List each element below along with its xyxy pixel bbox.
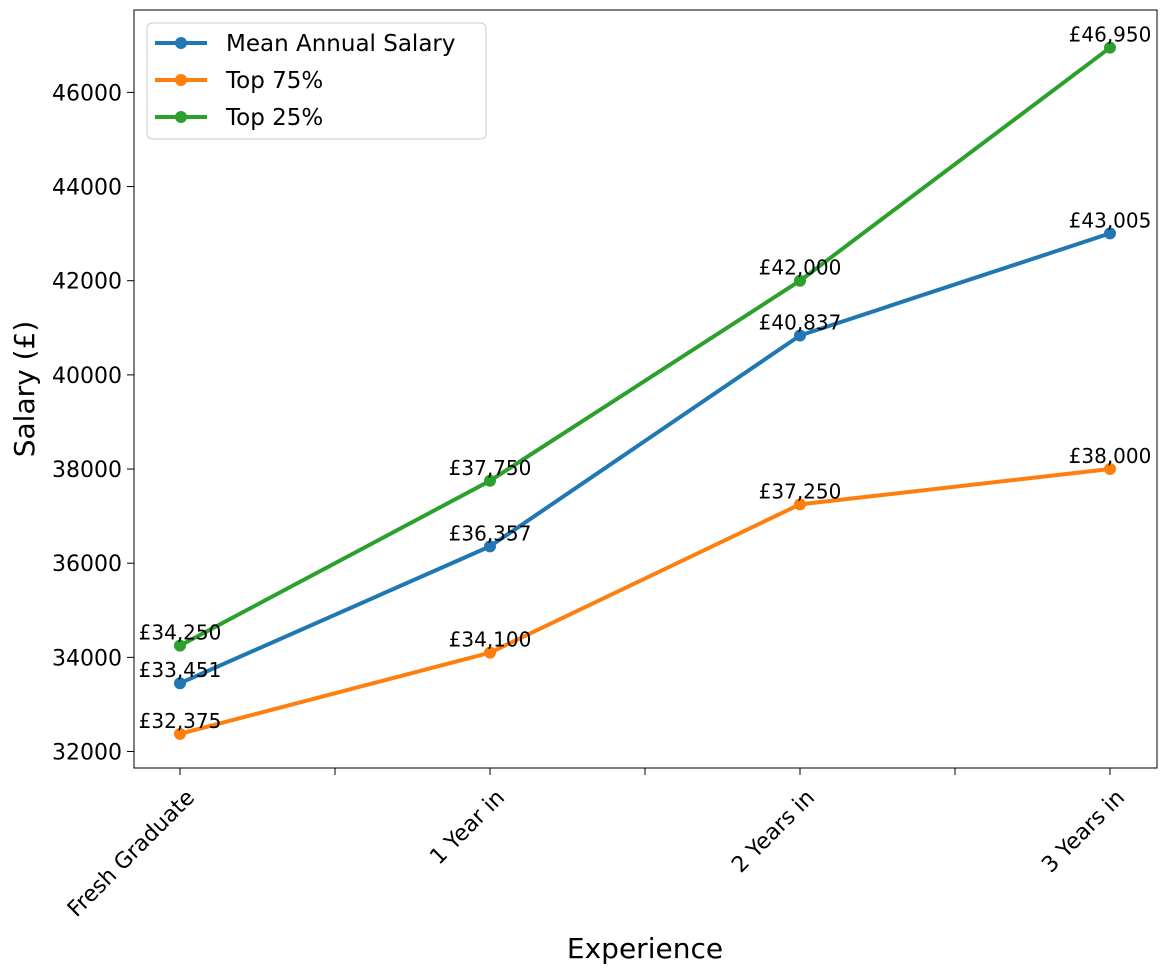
data-label: £34,250 bbox=[139, 621, 222, 645]
data-point bbox=[794, 498, 806, 511]
y-tick-label: 32000 bbox=[52, 741, 122, 766]
y-tick-label: 44000 bbox=[52, 176, 122, 201]
data-label: £34,100 bbox=[449, 628, 532, 652]
data-point bbox=[174, 639, 186, 652]
data-label: £40,837 bbox=[759, 310, 842, 334]
data-point bbox=[1104, 227, 1116, 240]
x-tick-label: 1 Year in bbox=[425, 785, 510, 870]
data-point bbox=[484, 474, 496, 487]
data-point bbox=[174, 727, 186, 740]
x-tick-label: Fresh Graduate bbox=[63, 785, 200, 922]
data-label: £38,000 bbox=[1069, 444, 1152, 468]
y-tick-label: 36000 bbox=[52, 552, 122, 577]
y-tick-label: 40000 bbox=[52, 364, 122, 389]
legend: Mean Annual Salary Top 75% Top 25% bbox=[146, 22, 487, 140]
y-tick-label: 38000 bbox=[52, 458, 122, 483]
data-point bbox=[484, 540, 496, 553]
y-axis: 32000 34000 36000 38000 40000 42000 44000 46000 bbox=[52, 81, 134, 766]
legend-marker bbox=[175, 37, 187, 49]
data-label: £42,000 bbox=[759, 256, 842, 280]
legend-marker bbox=[175, 74, 187, 86]
data-point bbox=[794, 274, 806, 287]
x-tick-label: 2 Years in bbox=[727, 785, 820, 878]
data-label: £46,950 bbox=[1069, 23, 1152, 47]
series-line bbox=[179, 46, 1112, 648]
data-label: £32,375 bbox=[139, 709, 222, 733]
data-point bbox=[484, 646, 496, 659]
data-label: £43,005 bbox=[1069, 208, 1152, 232]
data-point bbox=[1104, 463, 1116, 476]
legend-marker bbox=[175, 111, 187, 123]
legend-label: Mean Annual Salary bbox=[226, 31, 455, 57]
x-axis-title: Experience bbox=[567, 932, 723, 965]
legend-frame bbox=[146, 22, 487, 140]
data-label: £33,451 bbox=[139, 658, 222, 682]
data-point bbox=[794, 329, 806, 342]
x-tick-label: 3 Years in bbox=[1037, 785, 1130, 878]
data-label: £36,357 bbox=[449, 521, 532, 545]
data-label: £37,250 bbox=[759, 479, 842, 503]
y-tick-label: 46000 bbox=[52, 81, 122, 106]
series-layer bbox=[174, 41, 1116, 740]
legend-label: Top 25% bbox=[225, 105, 323, 131]
y-tick-label: 42000 bbox=[52, 270, 122, 295]
y-tick-label: 34000 bbox=[52, 646, 122, 671]
series-line bbox=[179, 231, 1111, 686]
data-label: £37,750 bbox=[449, 456, 532, 480]
y-axis-title: Salary (£) bbox=[8, 321, 41, 458]
series-line bbox=[179, 467, 1111, 736]
data-labels: £33,451 £36,357 £40,837 £43,005 £32,375 £34,1… bbox=[139, 23, 1152, 733]
legend-label: Top 75% bbox=[225, 68, 323, 94]
data-point bbox=[1104, 41, 1116, 54]
x-axis: Fresh Graduate 1 Year in 2 Years in 3 Years… bbox=[63, 768, 1130, 922]
data-point bbox=[174, 677, 186, 690]
